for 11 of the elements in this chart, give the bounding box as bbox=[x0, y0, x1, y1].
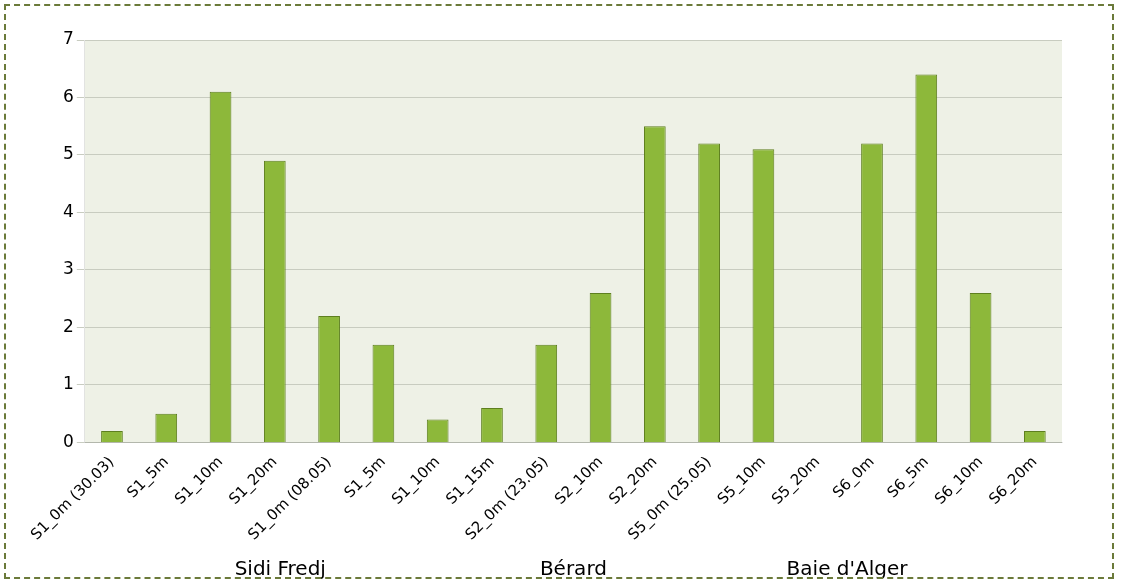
y-tick-label: 0 bbox=[62, 430, 74, 451]
text: Sidi Fredj bbox=[234, 556, 326, 581]
y-tick-label: 2 bbox=[62, 315, 74, 336]
text: Baie d'Alger bbox=[786, 556, 909, 581]
y-tick-label: 3 bbox=[62, 258, 74, 279]
y-tick-label: 5 bbox=[62, 143, 74, 164]
y-tick-label: 6 bbox=[62, 85, 74, 106]
text: Bérard bbox=[539, 556, 607, 581]
y-tick-label: 7 bbox=[62, 28, 74, 49]
y-tick-label: 1 bbox=[62, 373, 74, 394]
y-tick-label: 4 bbox=[62, 200, 74, 221]
